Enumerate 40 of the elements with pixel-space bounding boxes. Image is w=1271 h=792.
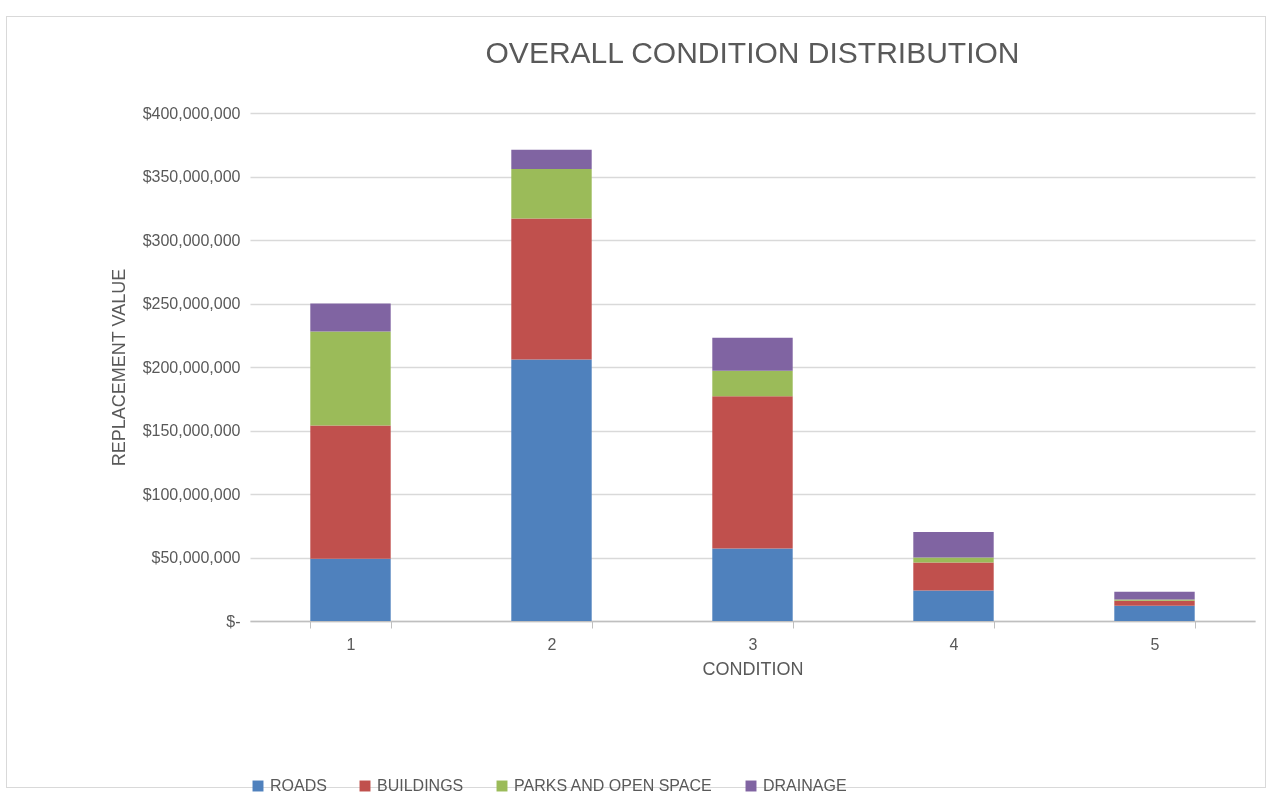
bar xyxy=(310,331,391,426)
y-tick-label: $300,000,000 xyxy=(142,231,241,249)
x-tick-label: 5 xyxy=(1150,635,1160,653)
bar xyxy=(511,168,592,219)
bar xyxy=(1114,591,1195,600)
x-tick-label: 2 xyxy=(547,635,557,653)
bar xyxy=(511,359,592,621)
bar xyxy=(712,548,793,621)
x-axis-title: CONDITION xyxy=(702,658,804,679)
y-tick-label: $350,000,000 xyxy=(142,168,241,185)
y-tick-label: $100,000,000 xyxy=(142,485,241,503)
y-tick-label: $150,000,000 xyxy=(142,422,241,439)
bar xyxy=(310,303,391,332)
bar xyxy=(511,149,592,169)
bar xyxy=(511,218,592,360)
y-tick-label: $- xyxy=(226,612,241,630)
bar xyxy=(712,370,793,397)
bar xyxy=(913,557,994,563)
legend-label: ROADS xyxy=(270,777,327,792)
bar xyxy=(712,337,793,371)
legend-label: BUILDINGS xyxy=(377,777,464,792)
bar xyxy=(310,425,391,559)
x-tick-label: 3 xyxy=(748,635,758,653)
bar xyxy=(1114,600,1195,606)
y-tick-label: $200,000,000 xyxy=(142,358,241,376)
bar xyxy=(913,532,994,558)
legend-label: DRAINAGE xyxy=(763,777,847,792)
chart-title: OVERALL CONDITION DISTRIBUTION xyxy=(485,36,1020,69)
bar xyxy=(913,562,994,591)
x-tick-label: 1 xyxy=(346,635,356,653)
legend-label: PARKS AND OPEN SPACE xyxy=(514,777,712,792)
bar xyxy=(310,558,391,621)
x-tick-label: 4 xyxy=(949,635,959,653)
y-tick-label: $400,000,000 xyxy=(142,104,241,122)
bar xyxy=(913,590,994,621)
y-tick-label: $50,000,000 xyxy=(151,549,241,566)
y-tick-label: $250,000,000 xyxy=(142,295,241,312)
bar xyxy=(712,396,793,549)
y-axis-title: REPLACEMENT VALUE xyxy=(108,268,129,467)
bar xyxy=(1114,605,1195,621)
